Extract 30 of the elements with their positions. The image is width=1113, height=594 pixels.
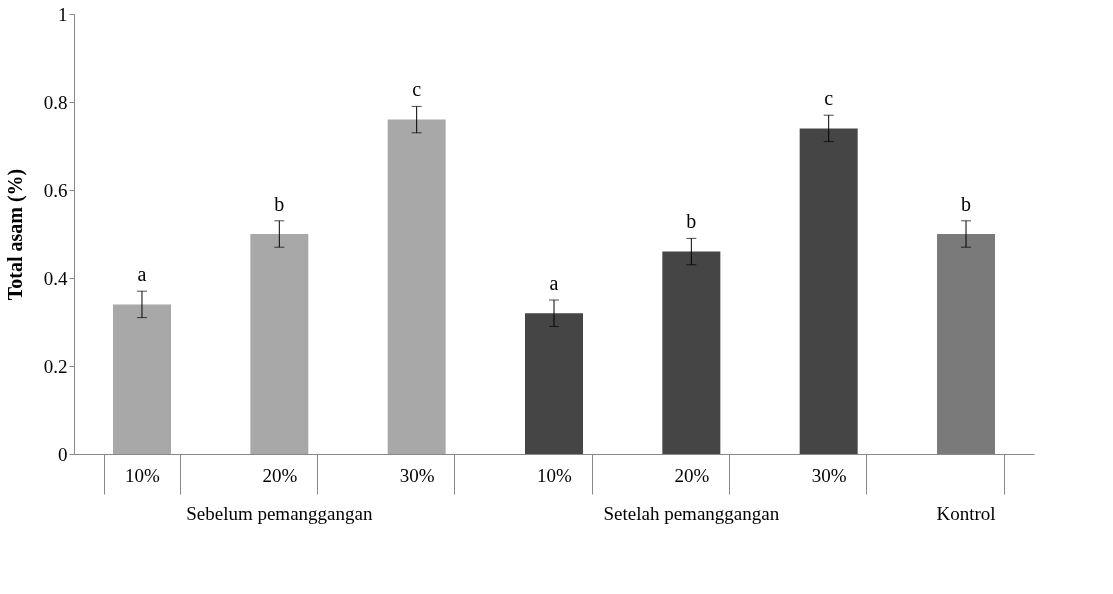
data-label: a xyxy=(549,272,559,294)
x-tick-label: 10% xyxy=(125,464,161,486)
text: Setelah pemanggangan xyxy=(603,503,780,524)
x-tick-label: 30% xyxy=(399,464,435,486)
bar xyxy=(525,313,583,454)
y-tick-label: 0.2 xyxy=(43,355,68,377)
x-tick-label: 20% xyxy=(262,464,298,486)
text: Kontrol xyxy=(936,503,996,524)
y-axis-title: Total asam (%) xyxy=(3,168,27,301)
data-label: a xyxy=(137,263,147,286)
y-tick-label: 0 xyxy=(58,443,68,465)
data-label: c xyxy=(412,78,422,101)
bar xyxy=(937,234,996,454)
y-tick-label: 1 xyxy=(58,3,68,25)
bar xyxy=(112,304,171,454)
bar xyxy=(799,128,858,454)
y-tick-label: 0.4 xyxy=(43,267,68,289)
data-label: b xyxy=(686,210,697,233)
x-tick-label: 10% xyxy=(537,464,573,486)
y-tick-label: 0.6 xyxy=(43,179,68,201)
y-tick-label: 0.8 xyxy=(43,91,68,113)
x-tick-label: 20% xyxy=(674,464,710,486)
data-label: c xyxy=(824,87,834,110)
bar xyxy=(250,234,309,454)
data-label: b xyxy=(961,192,972,215)
x-tick-label: 30% xyxy=(811,464,847,486)
bar xyxy=(387,119,446,454)
bar xyxy=(662,251,721,454)
text: Sebelum pemanggangan xyxy=(186,503,373,524)
data-label: b xyxy=(274,192,285,215)
